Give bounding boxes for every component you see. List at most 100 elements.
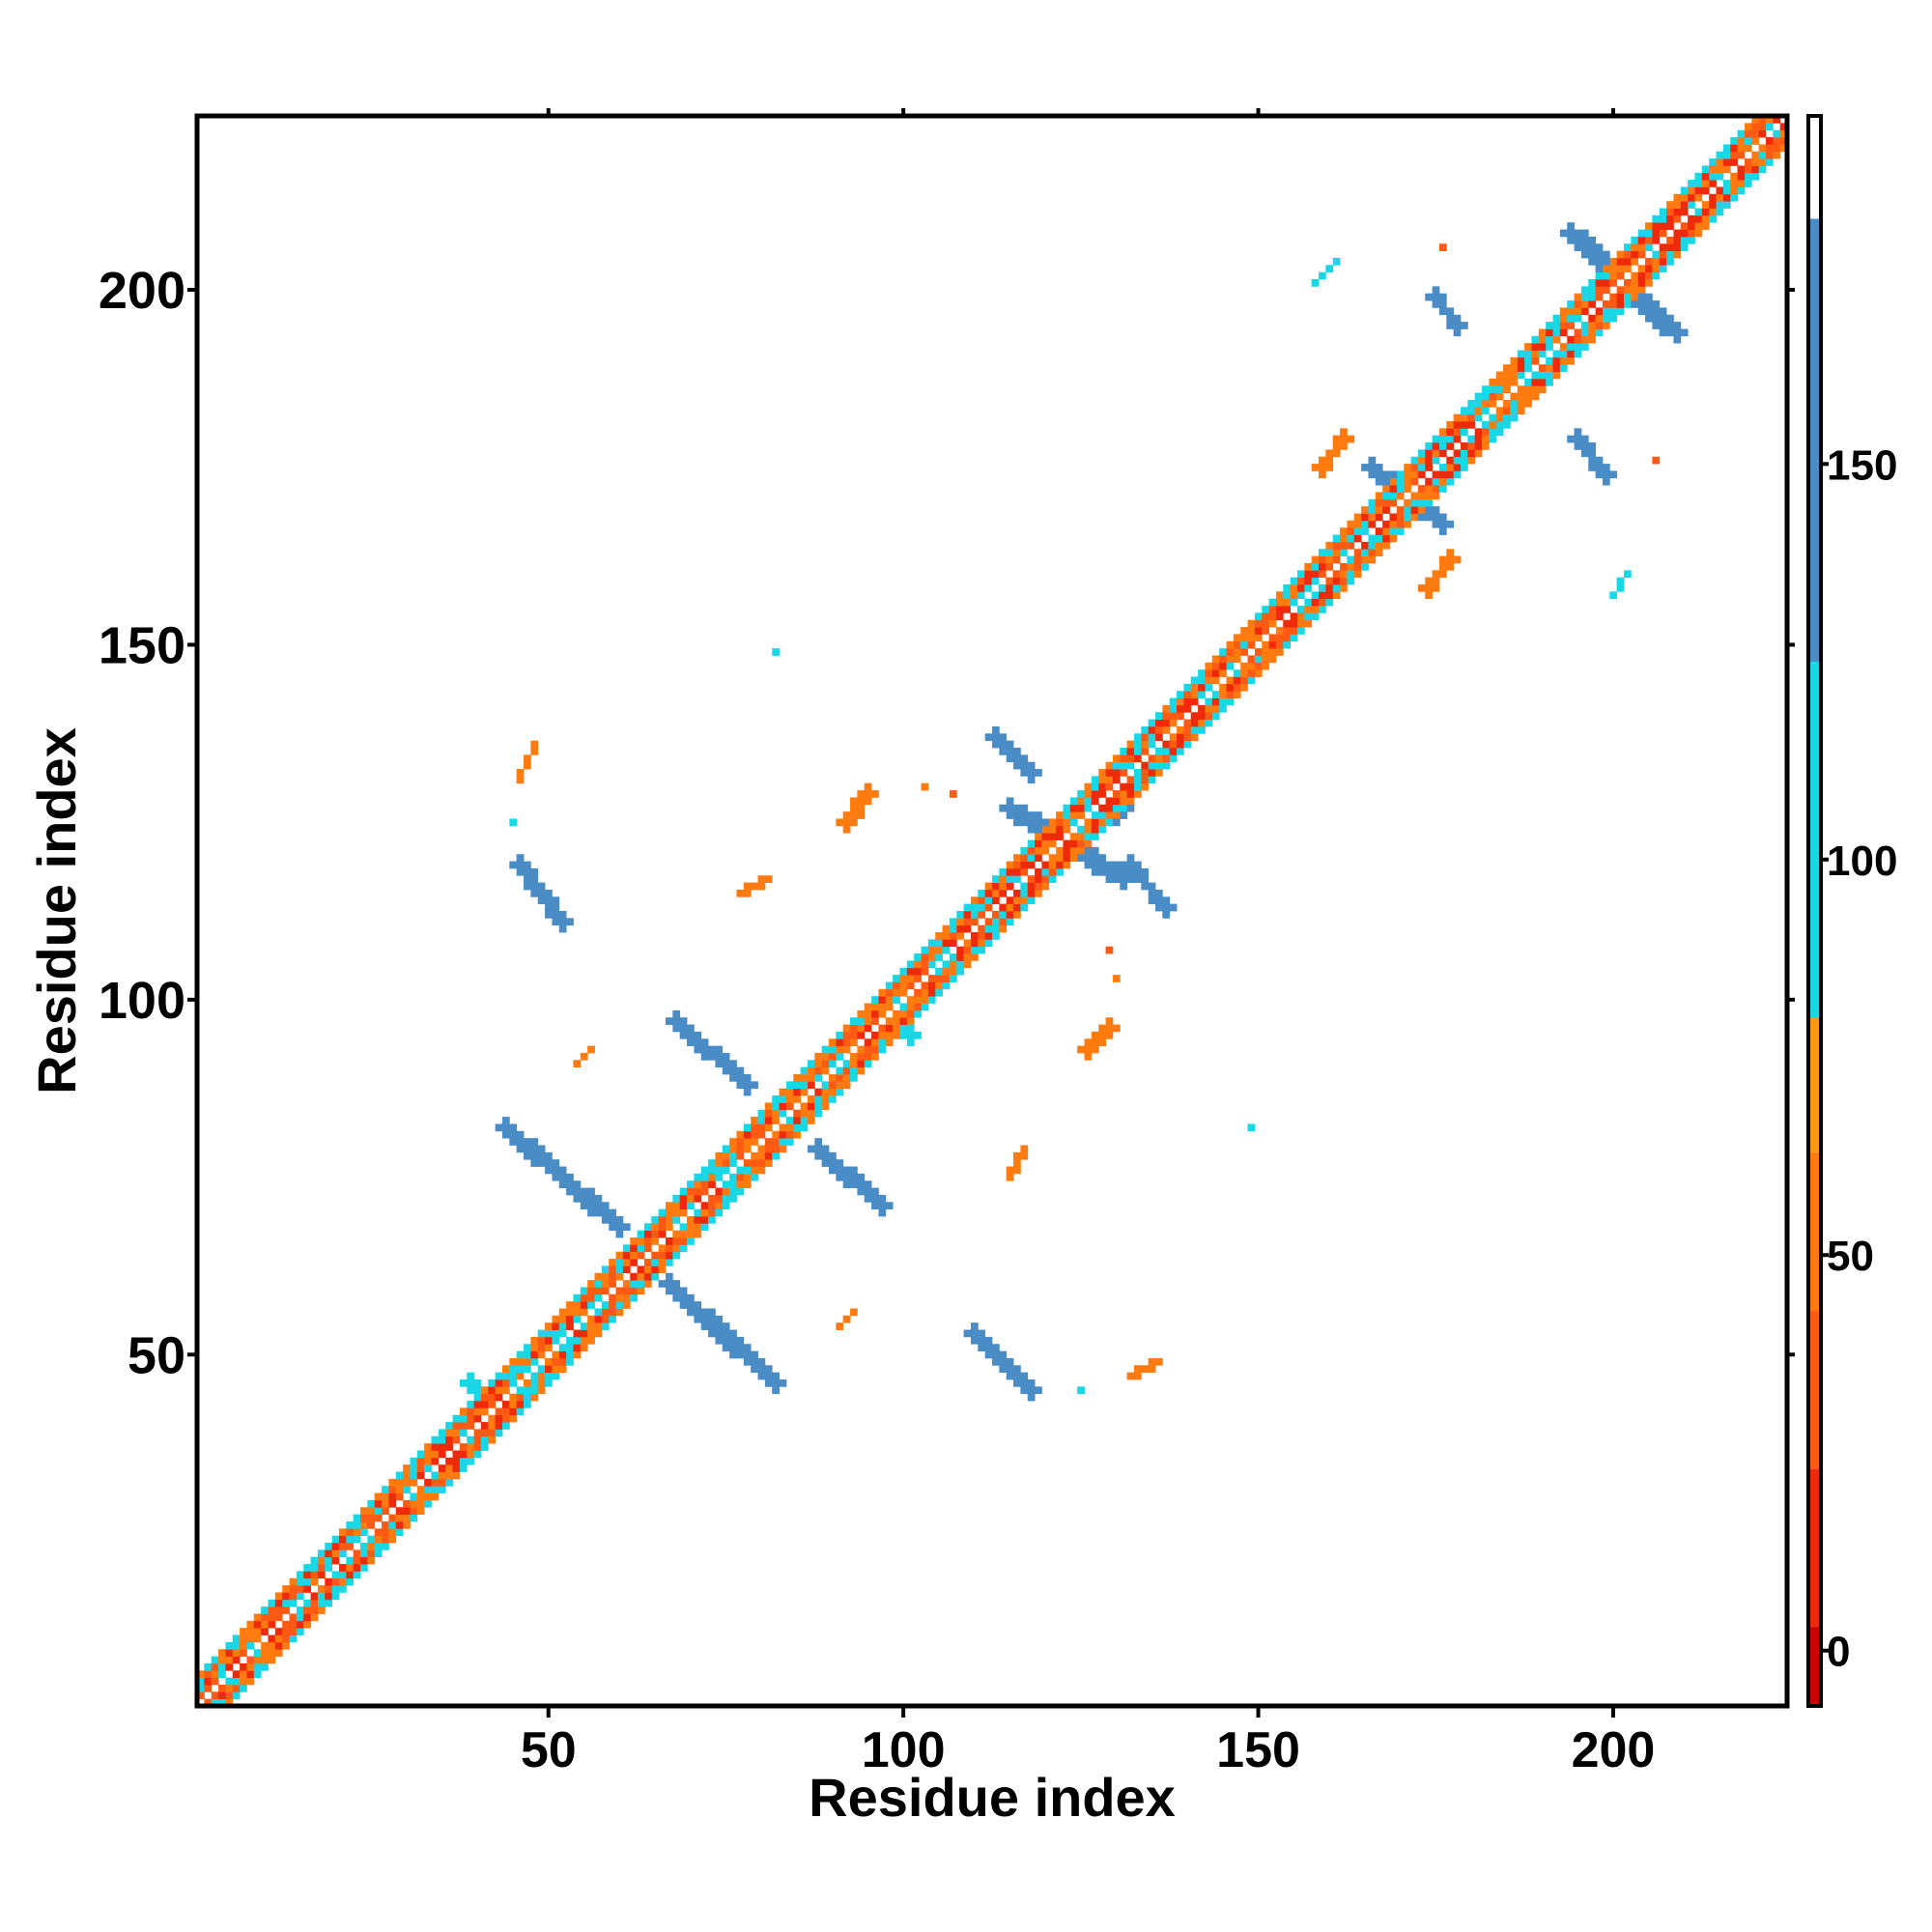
heatmap-cell xyxy=(1020,1378,1029,1387)
heatmap-cell xyxy=(253,1613,262,1622)
heatmap-cell xyxy=(1048,825,1057,834)
heatmap-cell xyxy=(1177,691,1184,698)
heatmap-cell xyxy=(679,1230,688,1238)
heatmap-cell xyxy=(566,918,574,926)
heatmap-cell xyxy=(1133,861,1142,869)
heatmap-cell xyxy=(338,1549,347,1558)
heatmap-cell xyxy=(1510,399,1519,408)
heatmap-cell xyxy=(1580,243,1589,252)
heatmap-cell xyxy=(643,1223,652,1232)
heatmap-cell xyxy=(609,1280,616,1288)
heatmap-cell xyxy=(1446,470,1455,479)
heatmap-cell xyxy=(204,1677,213,1686)
heatmap-cell xyxy=(857,1052,866,1061)
heatmap-cell xyxy=(594,1315,603,1323)
heatmap-cell xyxy=(1432,286,1440,295)
heatmap-cell xyxy=(1616,300,1625,308)
heatmap-cell xyxy=(665,1208,673,1217)
heatmap-cell xyxy=(1340,583,1348,592)
heatmap-cell xyxy=(1659,328,1667,337)
heatmap-cell xyxy=(1417,506,1426,514)
heatmap-cell xyxy=(1580,322,1589,329)
heatmap-cell xyxy=(793,1095,801,1103)
heatmap-cell xyxy=(1666,250,1674,259)
heatmap-cell xyxy=(1631,236,1639,244)
heatmap-cell xyxy=(1126,797,1135,806)
heatmap-cell xyxy=(1645,314,1653,323)
heatmap-cell xyxy=(1588,243,1596,252)
heatmap-cell xyxy=(1489,399,1497,408)
heatmap-cell xyxy=(615,1301,624,1309)
heatmap-cell xyxy=(609,1308,616,1317)
heatmap-cell xyxy=(382,1535,389,1544)
heatmap-cell xyxy=(1438,470,1447,479)
heatmap-cell xyxy=(871,1194,879,1203)
heatmap-cell xyxy=(1148,740,1156,749)
heatmap-cell xyxy=(438,1486,446,1493)
heatmap-cell xyxy=(921,946,929,954)
heatmap-cell xyxy=(587,1187,595,1196)
heatmap-cell xyxy=(1133,769,1142,777)
heatmap-cell xyxy=(524,882,531,891)
heatmap-cell xyxy=(1311,464,1320,471)
heatmap-cell xyxy=(1126,776,1135,784)
heatmap-cell xyxy=(850,1031,858,1039)
heatmap-cell xyxy=(665,1237,673,1245)
heatmap-cell xyxy=(1595,328,1604,337)
heatmap-cell xyxy=(984,932,993,940)
heatmap-cell xyxy=(764,1159,773,1167)
heatmap-cell xyxy=(1744,123,1752,131)
heatmap-cell xyxy=(658,1208,667,1217)
heatmap-cell xyxy=(338,1542,347,1550)
heatmap-cell xyxy=(1340,577,1348,585)
heatmap-cell xyxy=(914,960,922,969)
heatmap-cell xyxy=(694,1031,702,1039)
heatmap-cell xyxy=(303,1606,311,1614)
heatmap-cell xyxy=(1233,655,1241,664)
heatmap-cell xyxy=(1319,456,1326,465)
heatmap-cell xyxy=(1020,818,1029,827)
heatmap-cell xyxy=(729,1350,737,1359)
heatmap-cell xyxy=(1688,180,1695,187)
heatmap-cell xyxy=(218,1691,226,1700)
heatmap-cell xyxy=(1240,669,1248,677)
heatmap-cell xyxy=(1652,300,1661,308)
heatmap-cell xyxy=(1177,725,1184,734)
heatmap-cell xyxy=(800,1109,809,1118)
heatmap-cell xyxy=(1268,640,1277,649)
heatmap-cell xyxy=(978,911,986,919)
heatmap-cell xyxy=(672,1293,681,1302)
heatmap-cell xyxy=(467,1457,474,1465)
heatmap-cell xyxy=(537,1159,546,1167)
heatmap-cell xyxy=(1637,293,1646,301)
heatmap-cell xyxy=(416,1464,425,1472)
heatmap-cell xyxy=(1148,719,1156,727)
heatmap-cell xyxy=(1098,776,1106,784)
heatmap-cell xyxy=(935,932,943,940)
heatmap-cell xyxy=(1120,867,1128,876)
heatmap-cell xyxy=(353,1571,361,1579)
heatmap-cell xyxy=(346,1535,355,1544)
heatmap-cell xyxy=(864,1017,872,1025)
heatmap-cell xyxy=(1751,151,1760,159)
heatmap-cell xyxy=(1779,144,1788,153)
heatmap-cell xyxy=(1489,435,1497,443)
heatmap-cell xyxy=(1162,712,1171,720)
heatmap-cell xyxy=(545,1151,553,1160)
heatmap-cell xyxy=(1126,867,1135,876)
heatmap-cell xyxy=(1438,428,1447,437)
heatmap-cell xyxy=(658,1215,667,1224)
heatmap-cell xyxy=(836,1045,844,1054)
heatmap-cell xyxy=(1652,236,1661,244)
heatmap-cell xyxy=(289,1628,298,1635)
heatmap-cell xyxy=(573,1308,582,1317)
heatmap-cell xyxy=(1006,867,1014,876)
heatmap-cell xyxy=(906,967,915,976)
heatmap-cell xyxy=(459,1443,468,1451)
heatmap-cell xyxy=(1098,818,1106,827)
heatmap-cell xyxy=(1701,180,1710,187)
heatmap-cell xyxy=(1375,549,1383,556)
heatmap-cell xyxy=(573,1301,582,1309)
heatmap-cell xyxy=(1155,896,1163,905)
heatmap-cell xyxy=(715,1336,724,1345)
